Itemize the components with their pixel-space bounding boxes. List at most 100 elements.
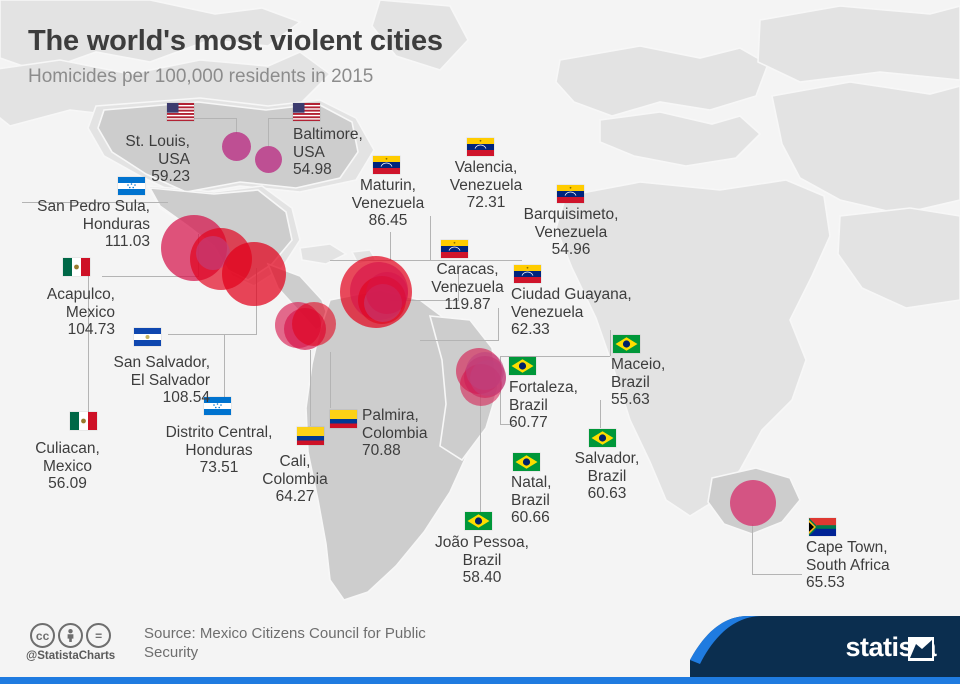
leader-line	[498, 308, 499, 341]
label-value: 54.98	[293, 161, 332, 178]
leader-line	[88, 276, 89, 414]
statista-logo[interactable]: statista	[690, 616, 960, 677]
label-value: 72.31	[466, 194, 506, 211]
flag-za-cape-town	[809, 518, 836, 536]
label-palmira: Palmira, Colombia 70.88	[362, 407, 427, 460]
leader-line	[310, 350, 311, 426]
label-country: Brazil	[587, 467, 627, 485]
label-city: St. Louis,	[125, 133, 190, 150]
label-cape-town: Cape Town, South Africa 65.53	[806, 539, 890, 592]
leader-line	[420, 340, 498, 341]
leader-line	[752, 574, 802, 575]
label-value: 54.96	[551, 241, 591, 258]
label-maceio: Maceio, Brazil 55.63	[611, 356, 665, 409]
flag-br-salvador	[589, 429, 616, 447]
flag-br-fortaleza	[509, 357, 536, 375]
label-city: Valencia,	[454, 159, 518, 176]
flag-us-st-louis	[167, 103, 194, 121]
label-country: Venezuela	[449, 176, 523, 194]
page-title: The world's most violent cities	[28, 25, 443, 57]
flag-ve-ciudad-guayana	[514, 265, 541, 283]
leader-line	[752, 524, 753, 574]
label-country: Colombia	[262, 470, 328, 488]
label-city: Cape Town,	[806, 539, 888, 556]
label-country: Venezuela	[534, 223, 608, 241]
label-city: Maturin,	[360, 177, 416, 194]
leader-line	[236, 118, 237, 134]
label-city: Caracas,	[436, 261, 499, 278]
leader-line	[22, 202, 168, 203]
label-city: Culiacan,	[35, 440, 100, 457]
label-valencia: Valencia, Venezuela 72.31	[420, 159, 552, 212]
label-country: Venezuela	[511, 303, 584, 321]
leader-line	[268, 118, 269, 146]
label-san-salvador: San Salvador, El Salvador 108.54	[60, 354, 210, 407]
label-country: Brazil	[611, 373, 650, 391]
label-city: Distrito Central,	[165, 424, 273, 441]
label-country: Honduras	[185, 441, 253, 459]
label-caracas: Caracas, Venezuela 119.87	[410, 261, 525, 314]
statista-mark-glyph	[908, 637, 934, 661]
label-value: 119.87	[444, 296, 491, 313]
by-icon	[58, 623, 84, 648]
label-value: 62.33	[511, 321, 550, 338]
label-ciudad-guayana: Ciudad Guayana, Venezuela 62.33	[511, 286, 632, 339]
bubble-san-salvador	[222, 242, 286, 306]
logo-shape	[690, 616, 960, 677]
logo-mark-icon	[908, 637, 934, 661]
label-joao-pessoa: João Pessoa, Brazil 58.40	[412, 534, 552, 587]
bubble-st-louis	[222, 132, 251, 161]
leader-line	[500, 424, 514, 425]
label-baltimore: Baltimore, USA 54.98	[293, 126, 363, 179]
label-salvador: Salvador, Brazil 60.63	[553, 450, 661, 503]
label-country: El Salvador	[130, 371, 210, 389]
label-value: 104.73	[67, 321, 115, 338]
label-city: Barquisimeto,	[523, 206, 619, 223]
label-city: Ciudad Guayana,	[511, 286, 632, 303]
bubble-maceio	[470, 360, 506, 396]
label-country: Honduras	[82, 215, 150, 233]
flag-br-joao-pessoa	[465, 512, 492, 530]
flag-mx-acapulco	[63, 258, 90, 276]
label-maturin: Maturin, Venezuela 86.45	[318, 177, 458, 230]
flag-br-natal	[513, 453, 540, 471]
label-city: João Pessoa,	[435, 534, 529, 551]
leader-line	[330, 352, 331, 408]
label-city: Maceio,	[611, 356, 666, 373]
label-culiacan: Culiacan, Mexico 56.09	[10, 440, 125, 493]
flag-ve-valencia	[467, 138, 494, 156]
leader-line	[458, 268, 459, 301]
label-country: Colombia	[362, 424, 428, 442]
leader-line	[390, 232, 391, 260]
bubble-ciudad-guayana	[366, 272, 408, 314]
label-country: Venezuela	[351, 194, 425, 212]
label-cali: Cali, Colombia 64.27	[245, 453, 345, 506]
flag-mx-culiacan	[70, 412, 97, 430]
leader-line	[390, 300, 458, 301]
label-country: Brazil	[509, 396, 548, 414]
leader-line	[430, 216, 431, 260]
label-distrito-central: Distrito Central, Honduras 73.51	[148, 424, 290, 477]
label-value: 73.51	[199, 459, 239, 476]
leader-line	[268, 118, 304, 119]
leader-line	[500, 356, 610, 357]
label-city: Acapulco,	[46, 286, 115, 303]
label-city: Baltimore,	[293, 126, 363, 143]
label-country: Mexico	[42, 457, 93, 475]
leader-line	[480, 390, 481, 512]
flag-br-maceio	[613, 335, 640, 353]
leader-line	[224, 334, 225, 408]
flag-sv-san-salvador	[134, 328, 161, 346]
bubble-baltimore	[255, 146, 282, 173]
cc-handle: @StatistaCharts	[26, 650, 116, 662]
label-value: 58.40	[462, 569, 502, 586]
leader-line	[430, 260, 522, 261]
label-country: Venezuela	[431, 278, 504, 296]
leader-line	[102, 276, 198, 277]
label-acapulco: Acapulco, Mexico 104.73	[0, 286, 115, 339]
label-value: 111.03	[104, 233, 150, 250]
flag-hn-distrito-central	[204, 397, 231, 415]
label-fortaleza: Fortaleza, Brazil 60.77	[509, 379, 578, 432]
cc-icon-group: cc =	[30, 623, 112, 648]
